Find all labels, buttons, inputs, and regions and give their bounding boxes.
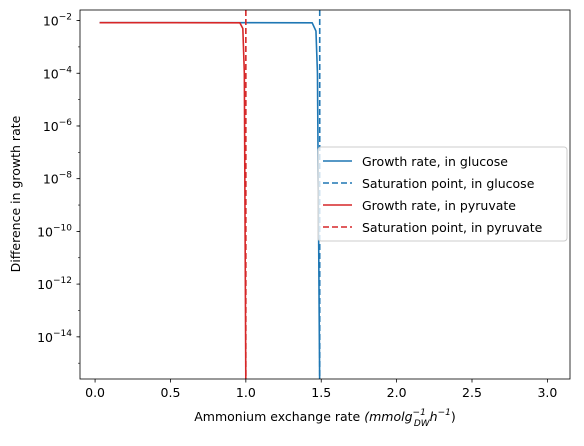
legend-frame (317, 146, 568, 242)
y-tick-label: 10−14 (37, 329, 72, 345)
series-line-0 (99, 21, 321, 379)
y-tick-label: 10−4 (43, 65, 72, 81)
x-tick-label: 0.0 (85, 385, 105, 400)
x-tick-label: 1.0 (236, 385, 256, 400)
plot-series (99, 10, 321, 379)
y-tick-label: 10−6 (43, 118, 72, 134)
y-tick-label: 10−10 (37, 223, 72, 239)
x-axis-label: Ammonium exchange rate (mmolg−1 DWh−1) (194, 408, 456, 429)
legend-label: Growth rate, in pyruvate (362, 198, 516, 213)
legend-label: Growth rate, in glucose (362, 154, 508, 169)
y-axis-ticks: 10−2 10−4 10−6 10−8 10−10 10−12 10−14 (37, 13, 80, 364)
y-axis-label: Difference in growth rate (8, 115, 23, 272)
legend-label: Saturation point, in glucose (362, 176, 535, 191)
legend-label: Saturation point, in pyruvate (362, 220, 543, 235)
x-tick-label: 3.0 (537, 385, 557, 400)
plot-frame (79, 9, 571, 380)
x-axis-ticks: 0.0 0.5 1.0 1.5 2.0 2.5 3.0 (85, 379, 557, 400)
x-tick-label: 2.5 (462, 385, 482, 400)
legend: Growth rate, in glucose Saturation point,… (317, 146, 568, 242)
x-tick-label: 0.5 (161, 385, 181, 400)
x-tick-label: 2.0 (387, 385, 407, 400)
y-tick-label: 10−8 (43, 171, 72, 187)
x-tick-label: 1.5 (311, 385, 331, 400)
y-tick-label: 10−2 (43, 13, 72, 29)
series-line-2 (99, 21, 247, 379)
y-tick-label: 10−12 (37, 276, 72, 292)
